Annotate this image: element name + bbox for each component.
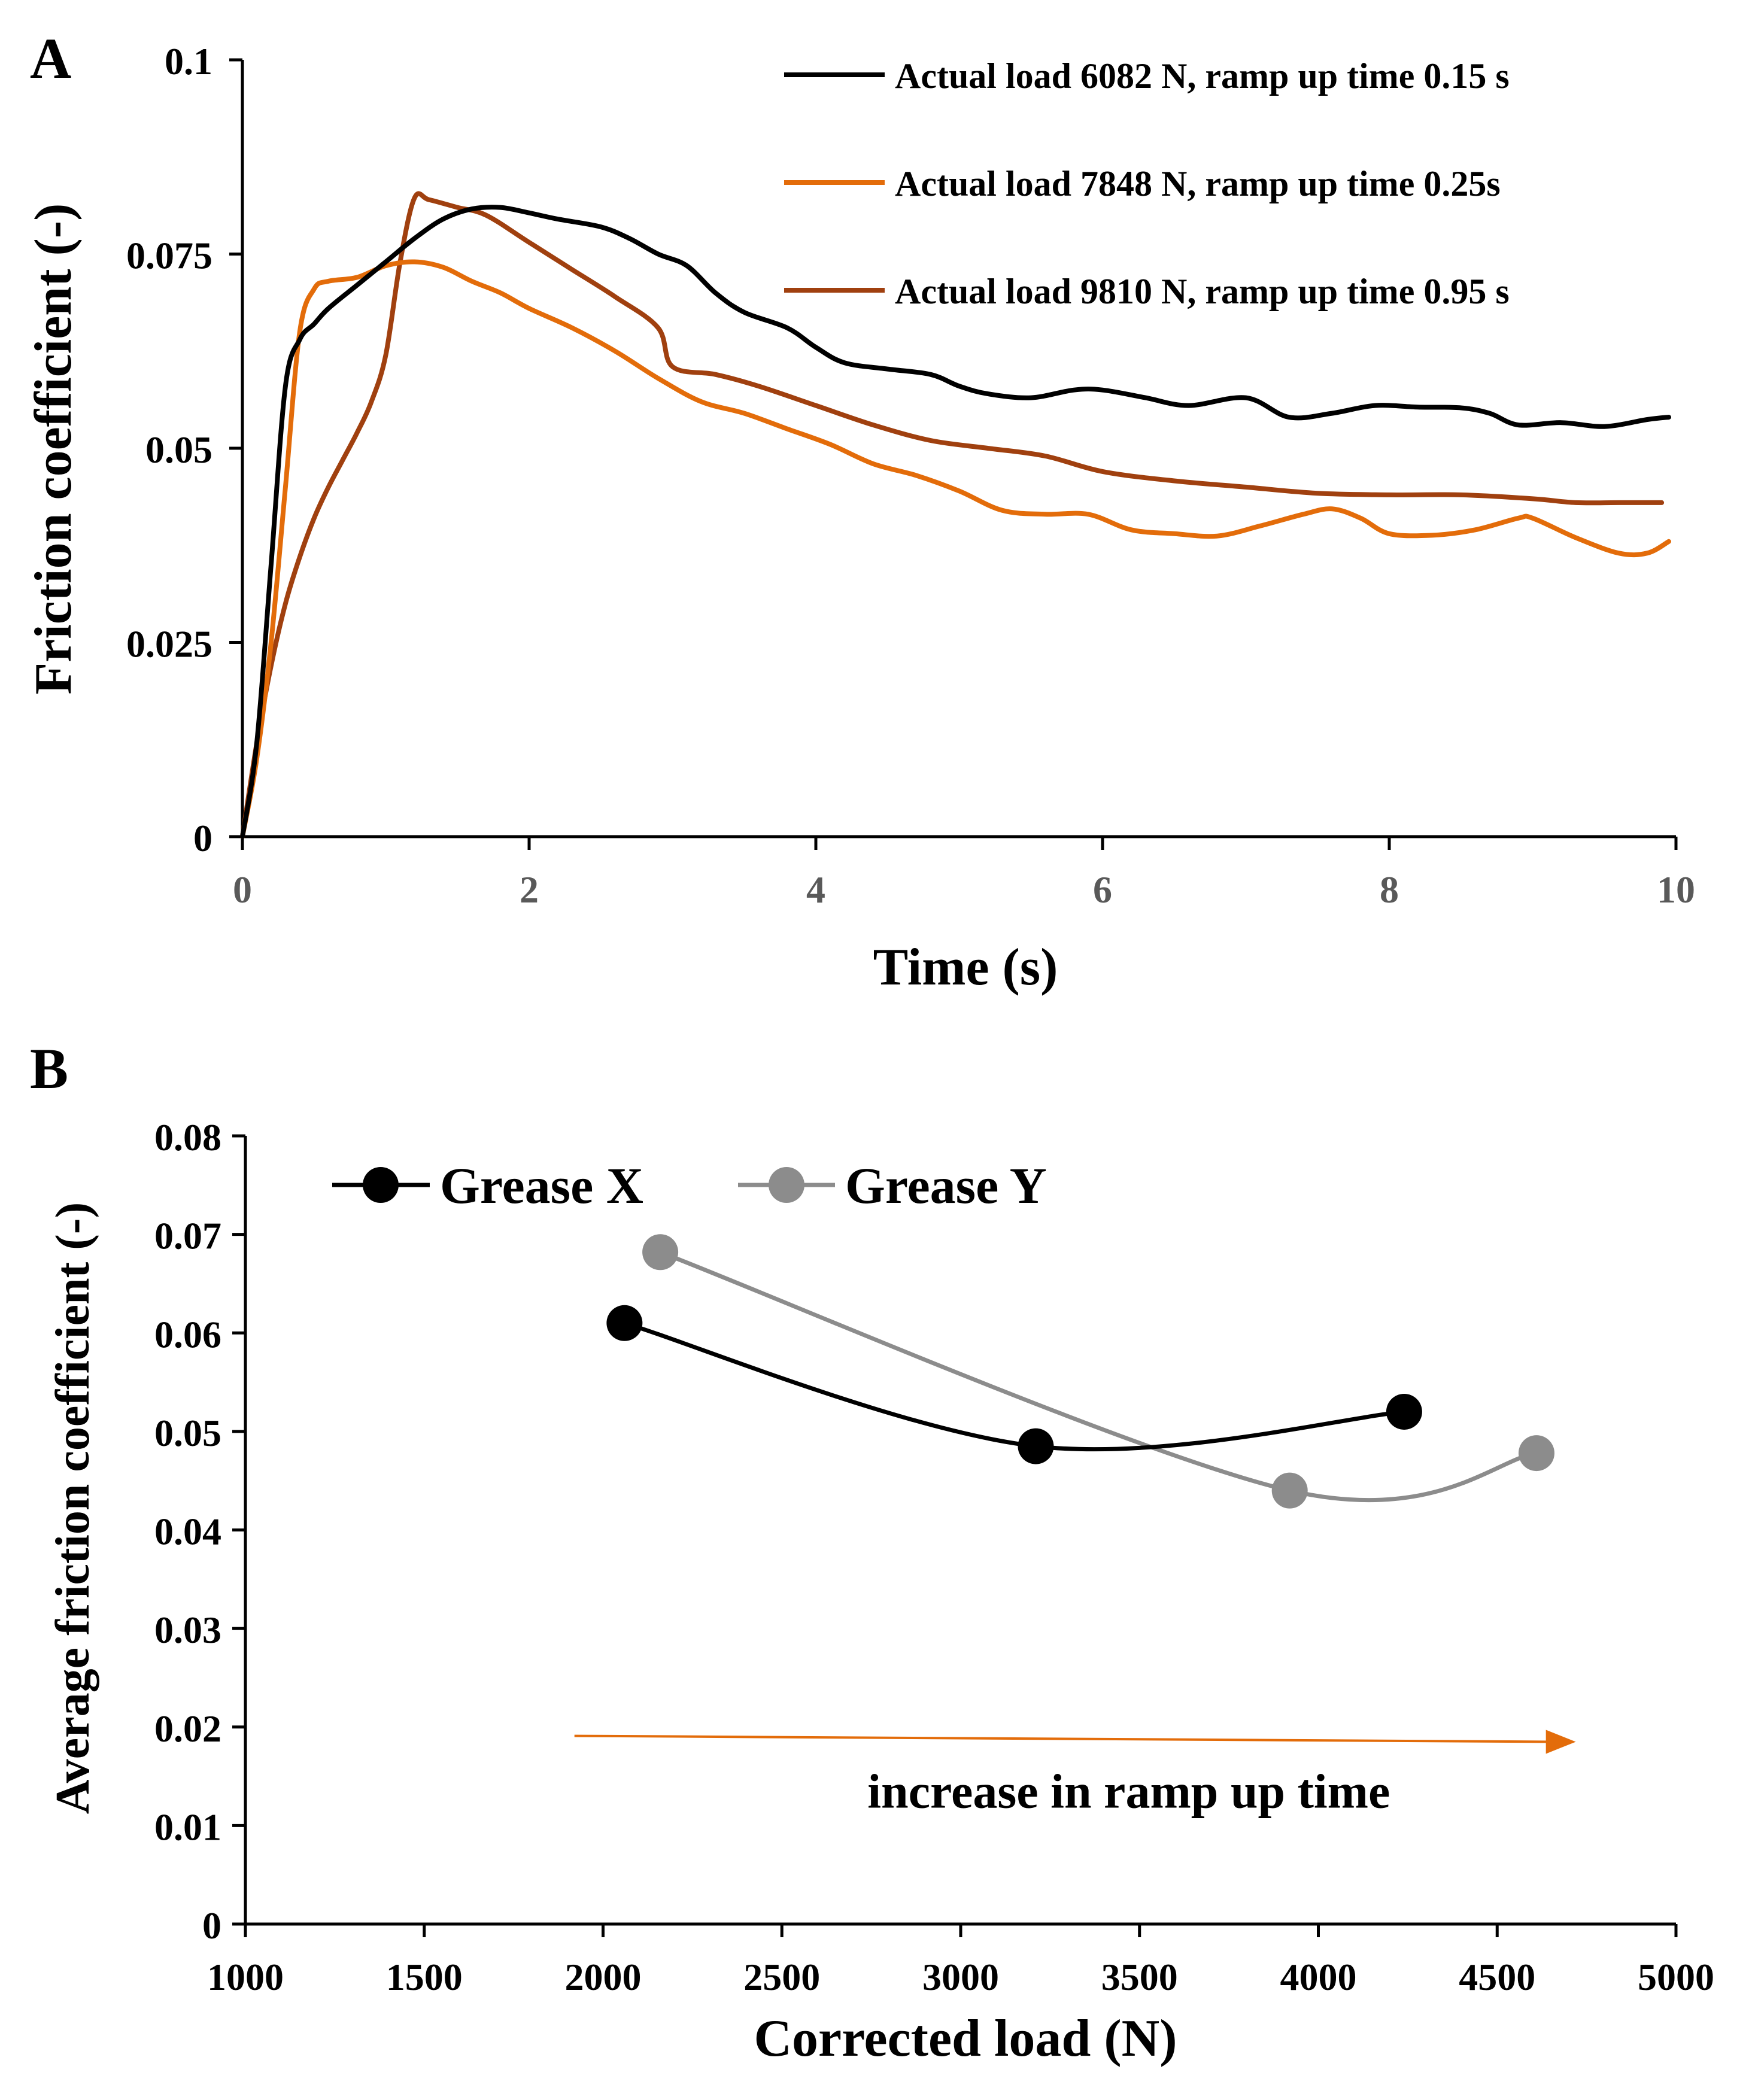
panel-a-y-axis-label: Friction coefficient (-) xyxy=(25,203,83,695)
legend-label: Grease X xyxy=(440,1157,643,1214)
panel-b-x-axis-label: Corrected load (N) xyxy=(754,2010,1177,2068)
panel-b-label: B xyxy=(30,1037,68,1101)
panel-a-series xyxy=(240,191,1671,839)
panel-b-y-tick-label: 0.05 xyxy=(154,1412,221,1454)
panel-a-legend: Actual load 6082 N, ramp up time 0.15 s A… xyxy=(784,56,1510,311)
panel-a-label: A xyxy=(30,26,71,90)
panel-b-y-tick-label: 0 xyxy=(202,1904,221,1947)
panel-b: B 0 0.01 0.02 0.03 0.04 0.05 0.06 0.07 0.08 1000 1… xyxy=(30,1037,1714,2068)
legend-label: Actual load 9810 N, ramp up time 0.95 s xyxy=(895,272,1510,311)
panel-b-y-axis-label: Average friction coefficient (-) xyxy=(47,1202,99,1814)
panel-b-y-tick-label: 0.04 xyxy=(154,1511,221,1553)
legend-label: Grease Y xyxy=(845,1157,1047,1214)
panel-b-x-tick-label: 2000 xyxy=(565,1956,642,1998)
panel-b-legend: Grease X Grease Y xyxy=(332,1157,1047,1214)
panel-a-y-tick-label: 0.1 xyxy=(165,40,212,83)
panel-b-y-tick-label: 0.06 xyxy=(154,1313,221,1356)
panel-b-ticks: 0 0.01 0.02 0.03 0.04 0.05 0.06 0.07 0.08 1000 150… xyxy=(154,1116,1714,1998)
ramp-up-annotation: increase in ramp up time xyxy=(574,1730,1576,1819)
panel-a-x-tick-label: 2 xyxy=(520,868,539,911)
panel-a-x-tick-label: 10 xyxy=(1657,868,1695,911)
panel-b-data-point xyxy=(1518,1435,1554,1472)
panel-a-x-tick-label: 8 xyxy=(1380,868,1399,911)
panel-b-x-tick-label: 3500 xyxy=(1101,1956,1178,1998)
panel-a-x-tick-label: 0 xyxy=(233,868,252,911)
panel-b-y-tick-label: 0.08 xyxy=(154,1116,221,1159)
panel-a-x-axis-label: Time (s) xyxy=(873,938,1058,996)
panel-b-x-tick-label: 3000 xyxy=(922,1956,999,1998)
panel-a-ticks: 0 0.025 0.05 0.075 0.1 0 2 4 6 8 10 xyxy=(126,40,1695,911)
panel-b-x-tick-label: 1500 xyxy=(386,1956,463,1998)
legend-swatch-marker xyxy=(363,1167,399,1203)
panel-b-x-tick-label: 4500 xyxy=(1459,1956,1535,1998)
panel-b-series-line xyxy=(659,1250,1537,1502)
panel-b-data-point xyxy=(606,1305,643,1341)
panel-b-x-tick-label: 1000 xyxy=(207,1956,284,1998)
legend-label: Actual load 7848 N, ramp up time 0.25s xyxy=(895,164,1501,203)
panel-b-x-tick-label: 2500 xyxy=(743,1956,820,1998)
panel-b-x-tick-label: 4000 xyxy=(1280,1956,1357,1998)
panel-a-x-tick-label: 4 xyxy=(806,868,825,911)
ramp-up-arrow-head xyxy=(1545,1730,1576,1754)
legend-label: Actual load 6082 N, ramp up time 0.15 s xyxy=(895,56,1510,96)
panel-b-y-tick-label: 0.01 xyxy=(154,1806,221,1848)
legend-swatch-marker xyxy=(769,1167,804,1203)
panel-b-y-tick-label: 0.03 xyxy=(154,1609,221,1651)
panel-b-series xyxy=(606,1234,1554,1509)
panel-b-data-point xyxy=(1271,1472,1308,1509)
panel-a-y-tick-label: 0.025 xyxy=(126,623,212,665)
panel-b-data-point xyxy=(1018,1428,1054,1464)
panel-a-series-line xyxy=(240,259,1671,839)
panel-a-y-tick-label: 0.075 xyxy=(126,235,212,277)
panel-b-y-tick-label: 0.07 xyxy=(154,1215,221,1257)
panel-b-x-tick-label: 5000 xyxy=(1638,1956,1714,1998)
ramp-up-arrow-line xyxy=(574,1734,1552,1743)
panel-a-series-line xyxy=(240,191,1665,839)
ramp-up-annotation-text: increase in ramp up time xyxy=(867,1764,1390,1819)
panel-a-y-tick-label: 0.05 xyxy=(145,428,212,471)
panel-a-series-line xyxy=(240,205,1671,839)
panel-a-x-tick-label: 6 xyxy=(1093,868,1112,911)
panel-b-y-tick-label: 0.02 xyxy=(154,1707,221,1750)
panel-b-data-point xyxy=(642,1234,679,1271)
panel-a: A 0 0.025 0.05 0.075 0.1 0 2 4 6 8 10 Actual load … xyxy=(25,26,1695,996)
panel-b-data-point xyxy=(1386,1393,1422,1430)
panel-a-y-tick-label: 0 xyxy=(193,817,212,859)
